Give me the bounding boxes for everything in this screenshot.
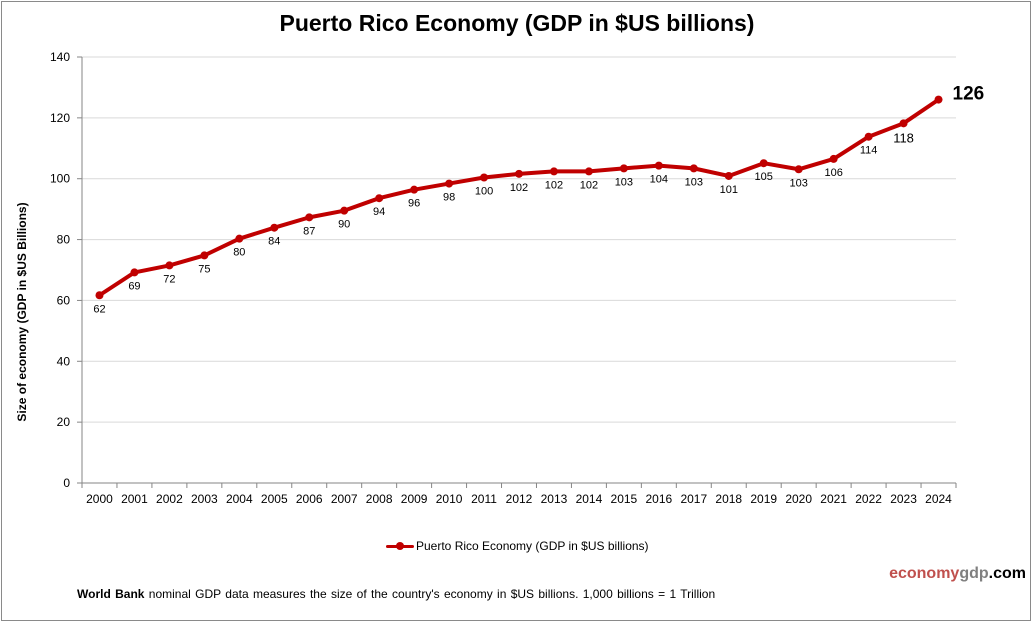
- chart-title: Puerto Rico Economy (GDP in $US billions…: [279, 10, 755, 36]
- data-label: 105: [755, 171, 773, 183]
- data-label: 98: [443, 192, 455, 204]
- data-point: [549, 167, 558, 176]
- data-point: [445, 179, 454, 188]
- data-label: 72: [163, 273, 175, 285]
- x-tick-label: 2024: [925, 492, 952, 506]
- data-point: [235, 234, 244, 243]
- data-label: 106: [824, 167, 842, 179]
- data-point: [130, 268, 139, 277]
- x-tick-label: 2009: [401, 492, 428, 506]
- x-tick-label: 2001: [121, 492, 148, 506]
- data-point: [375, 194, 384, 203]
- data-label: 102: [580, 179, 598, 191]
- data-point: [619, 164, 628, 173]
- data-label: 118: [893, 130, 914, 145]
- y-tick-label: 0: [63, 476, 70, 490]
- x-tick-label: 2010: [436, 492, 463, 506]
- data-point: [515, 169, 523, 178]
- data-point: [200, 251, 209, 260]
- y-tick-label: 80: [57, 233, 71, 247]
- data-label: 103: [790, 177, 808, 189]
- data-label: 80: [233, 247, 245, 259]
- data-point: [654, 161, 663, 170]
- data-label-latest: 126: [953, 84, 985, 105]
- data-point: [794, 165, 803, 174]
- data-label: 100: [475, 185, 493, 197]
- data-point: [899, 119, 908, 128]
- data-point: [95, 291, 104, 300]
- x-tick-label: 2000: [86, 492, 113, 506]
- data-point: [724, 171, 733, 180]
- brand-part-gdp: gdp: [959, 565, 989, 582]
- x-tick-label: 2005: [261, 492, 288, 506]
- x-tick-label: 2006: [296, 492, 323, 506]
- data-point: [759, 159, 768, 168]
- x-tick-label: 2013: [541, 492, 568, 506]
- y-tick-label: 140: [50, 50, 70, 64]
- y-tick-label: 20: [57, 415, 71, 429]
- x-tick-label: 2022: [855, 492, 882, 506]
- brand-part-economy: economy: [889, 565, 960, 582]
- x-tick-label: 2004: [226, 492, 253, 506]
- x-tick-label: 2003: [191, 492, 218, 506]
- source-name: World Bank: [77, 587, 145, 601]
- x-tick-label: 2016: [645, 492, 672, 506]
- source-note: World Bank nominal GDP data measures the…: [77, 587, 715, 601]
- y-tick-label: 40: [57, 354, 71, 368]
- data-label: 101: [720, 184, 738, 196]
- x-tick-label: 2021: [820, 492, 847, 506]
- x-tick-label: 2020: [785, 492, 812, 506]
- data-label: 103: [615, 176, 633, 188]
- data-point: [340, 206, 349, 215]
- data-label: 87: [303, 225, 315, 237]
- data-point: [689, 164, 698, 173]
- y-tick-label: 60: [57, 293, 71, 307]
- x-tick-label: 2017: [680, 492, 707, 506]
- data-label: 75: [198, 263, 210, 275]
- source-description: nominal GDP data measures the size of th…: [144, 587, 716, 601]
- data-point: [270, 223, 279, 232]
- legend-line-marker-icon: [386, 539, 414, 553]
- x-tick-label: 2018: [715, 492, 742, 506]
- y-tick-label: 120: [50, 111, 70, 125]
- legend: Puerto Rico Economy (GDP in $US billions…: [386, 539, 649, 553]
- series-line: [97, 97, 941, 298]
- x-tick-label: 2008: [366, 492, 393, 506]
- x-tick-label: 2015: [611, 492, 638, 506]
- data-point: [584, 167, 593, 176]
- data-label: 103: [685, 176, 703, 188]
- data-point: [165, 261, 174, 270]
- brand-logo: economygdp.com: [889, 565, 1026, 583]
- data-label: 114: [860, 145, 878, 157]
- data-label: 90: [338, 219, 350, 231]
- data-point: [305, 213, 314, 222]
- x-tick-label: 2002: [156, 492, 183, 506]
- data-point: [480, 173, 489, 182]
- y-tick-label: 100: [50, 172, 70, 186]
- x-tick-label: 2007: [331, 492, 358, 506]
- data-label: 96: [408, 198, 420, 210]
- x-tick-label: 2023: [890, 492, 917, 506]
- data-label: 104: [650, 174, 668, 186]
- legend-label: Puerto Rico Economy (GDP in $US billions…: [416, 539, 649, 553]
- data-label: 102: [510, 182, 528, 194]
- data-point: [829, 154, 838, 163]
- x-tick-label: 2019: [750, 492, 777, 506]
- data-point: [864, 132, 873, 141]
- x-tick-label: 2011: [471, 492, 497, 506]
- brand-part-com: .com: [988, 565, 1026, 582]
- data-label: 69: [128, 280, 140, 292]
- data-label: 62: [93, 303, 105, 315]
- data-point: [934, 95, 943, 104]
- data-label: 102: [545, 179, 563, 191]
- data-label: 84: [268, 236, 280, 248]
- data-point: [410, 185, 419, 194]
- x-tick-label: 2012: [506, 492, 533, 506]
- data-label: 94: [373, 206, 385, 218]
- x-tick-label: 2014: [576, 492, 603, 506]
